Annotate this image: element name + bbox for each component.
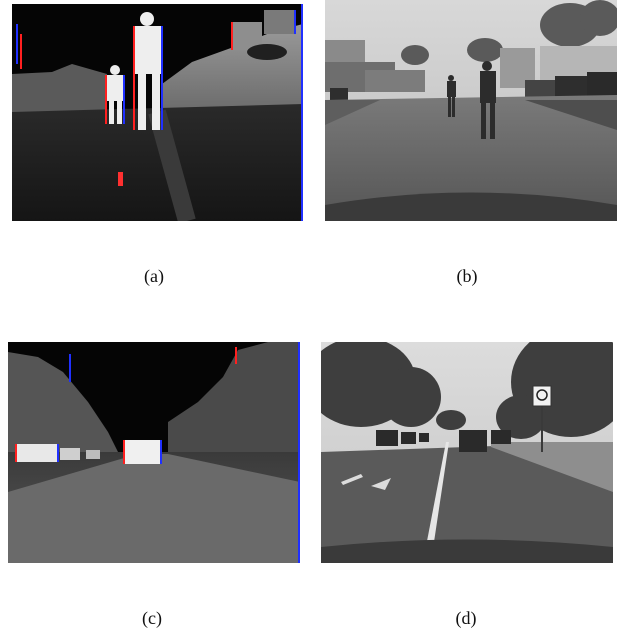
image-panel-d bbox=[321, 342, 613, 563]
caption-b: (b) bbox=[456, 266, 478, 286]
thermal-vehicle-image bbox=[8, 342, 300, 563]
image-panel-c bbox=[8, 342, 300, 563]
thermal-pedestrian-image bbox=[12, 4, 303, 221]
caption-c: (c) bbox=[142, 608, 162, 628]
image-panel-a bbox=[12, 4, 303, 221]
grayscale-vehicle-image bbox=[321, 342, 613, 563]
caption-d: (d) bbox=[455, 608, 477, 628]
image-panel-b bbox=[325, 0, 617, 221]
caption-a: (a) bbox=[144, 266, 164, 286]
grayscale-pedestrian-image bbox=[325, 0, 617, 221]
